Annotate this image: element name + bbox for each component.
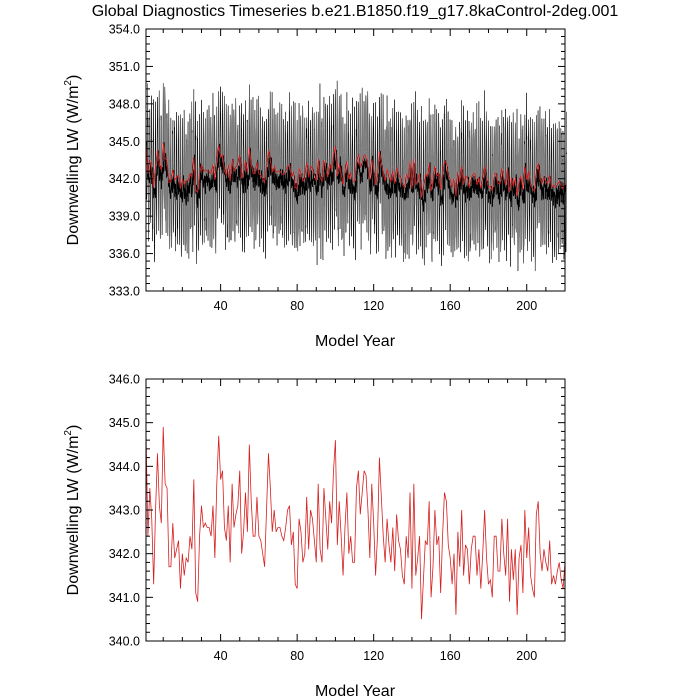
- y-tick-label: 339.0: [109, 210, 140, 224]
- x-tick-label: 160: [440, 299, 461, 313]
- y-tick-label: 348.0: [109, 97, 140, 111]
- panel-top: 333.0 336.0 339.0 342.0 345.0 348.0 351.0 354.0…: [63, 23, 567, 350]
- y-tick-label: 351.0: [109, 60, 140, 74]
- x-tick-label: 200: [516, 299, 537, 313]
- y-axis-label-sup: 2: [63, 430, 74, 436]
- x-tick-label: 40: [214, 649, 228, 663]
- y-tick-label: 333.0: [109, 285, 140, 299]
- monthly-line: [145, 80, 567, 272]
- x-tick-label: 80: [290, 649, 304, 663]
- annual-mean-line-top: [145, 142, 566, 198]
- y-axis-label-tail: ): [65, 425, 82, 430]
- x-tick-label: 40: [214, 299, 228, 313]
- y-tick-label: 343.0: [109, 504, 140, 518]
- y-tick-label: 342.0: [109, 172, 140, 186]
- axis-ticks-top: 333.0 336.0 339.0 342.0 345.0 348.0 351.0 354.0…: [109, 23, 565, 313]
- y-tick-label: 336.0: [109, 247, 140, 261]
- y-tick-label: 345.0: [109, 416, 140, 430]
- y-axis-label-top: Downwelling LW (W/m2): [63, 75, 82, 246]
- annual-mean-line: [145, 427, 566, 620]
- y-tick-label: 344.0: [109, 460, 140, 474]
- x-tick-label: 120: [363, 649, 384, 663]
- series-monthly-lines: [145, 80, 567, 272]
- y-tick-label: 342.0: [109, 547, 140, 561]
- x-tick-label: 120: [363, 299, 384, 313]
- y-axis-label-main: Downwelling LW (W/m: [65, 436, 82, 596]
- axis-ticks-bottom: 340.0 341.0 342.0 343.0 344.0 345.0 346.0 40 80 1…: [109, 373, 565, 663]
- x-axis-label-bottom: Model Year: [315, 683, 396, 700]
- y-axis-label-sup: 2: [63, 80, 74, 86]
- y-axis-label-bottom: Downwelling LW (W/m2): [63, 425, 82, 596]
- y-axis-label-main: Downwelling LW (W/m: [65, 86, 82, 246]
- y-tick-label: 340.0: [109, 635, 140, 649]
- x-tick-label: 160: [440, 649, 461, 663]
- y-tick-label: 346.0: [109, 373, 140, 387]
- y-axis-label-tail: ): [65, 75, 82, 80]
- plot-frame-top: [145, 28, 566, 292]
- x-tick-label: 80: [290, 299, 304, 313]
- running-mean-line: [146, 142, 567, 212]
- panel-bottom: 340.0 341.0 342.0 343.0 344.0 345.0 346.0 40 80 1…: [63, 373, 566, 700]
- y-tick-label: 341.0: [109, 591, 140, 605]
- x-axis-label-top: Model Year: [315, 333, 396, 350]
- y-tick-label: 345.0: [109, 135, 140, 149]
- y-tick-label: 354.0: [109, 23, 140, 37]
- x-tick-label: 200: [516, 649, 537, 663]
- series-annual-mean-bottom: [145, 427, 566, 620]
- chart-title: Global Diagnostics Timeseries b.e21.B185…: [92, 3, 619, 20]
